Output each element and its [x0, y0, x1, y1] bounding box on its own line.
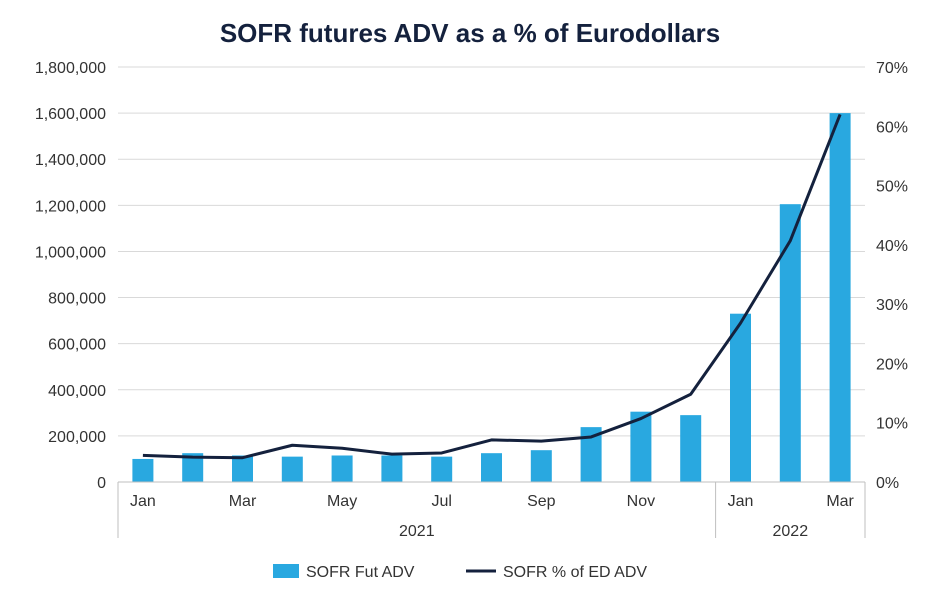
x-tick-label: Jul — [431, 493, 451, 510]
left-tick-label: 1,800,000 — [35, 60, 106, 77]
x-tick-label: Mar — [229, 493, 257, 510]
bar — [381, 455, 403, 482]
right-axis: 0% 10% 20% 30% 40% 50% 60% 70% — [876, 60, 908, 492]
left-tick-label: 1,000,000 — [35, 244, 106, 261]
chart-title: SOFR futures ADV as a % of Eurodollars — [220, 18, 720, 48]
left-tick-label: 600,000 — [48, 337, 106, 354]
right-tick-label: 40% — [876, 238, 908, 255]
bar — [730, 313, 751, 482]
right-tick-label: 50% — [876, 179, 908, 196]
year-label: 2021 — [399, 523, 435, 540]
year-label: 2022 — [773, 523, 809, 540]
line-series — [142, 113, 842, 460]
left-tick-label: 200,000 — [48, 429, 106, 446]
bar — [630, 411, 652, 482]
left-tick-label: 1,400,000 — [35, 152, 106, 169]
bar — [530, 450, 552, 482]
right-tick-label: 70% — [876, 60, 908, 77]
bar — [331, 455, 353, 482]
bar — [680, 415, 702, 482]
bar — [580, 427, 602, 482]
x-tick-label: Jan — [728, 493, 754, 510]
gridlines — [118, 66, 865, 437]
left-tick-label: 400,000 — [48, 383, 106, 400]
right-tick-label: 10% — [876, 416, 908, 433]
x-tick-label: Nov — [627, 493, 655, 510]
bar-series — [132, 113, 851, 483]
bar — [132, 458, 154, 482]
bar — [779, 204, 801, 483]
bar — [431, 456, 453, 482]
legend-label-line: SOFR % of ED ADV — [503, 564, 647, 581]
left-tick-label: 1,600,000 — [35, 106, 106, 123]
x-tick-label: Jan — [130, 493, 156, 510]
left-tick-label: 1,200,000 — [35, 198, 106, 215]
right-tick-label: 60% — [876, 119, 908, 136]
left-tick-label: 800,000 — [48, 291, 106, 308]
bar — [281, 456, 303, 482]
x-axis: Jan Mar May Jul Sep Nov Jan Mar 2021 2022 — [117, 481, 866, 540]
bar — [829, 113, 851, 482]
right-tick-label: 20% — [876, 356, 908, 373]
left-axis: 0 200,000 400,000 600,000 800,000 1,000,000 1,… — [35, 60, 106, 492]
x-tick-label: Mar — [826, 493, 854, 510]
legend-label-bar: SOFR Fut ADV — [306, 564, 415, 581]
bar — [481, 453, 502, 482]
legend: SOFR Fut ADV SOFR % of ED ADV — [273, 564, 647, 581]
series-line — [142, 113, 842, 460]
right-tick-label: 30% — [876, 297, 908, 314]
x-tick-label: May — [327, 493, 357, 510]
legend-swatch-bar — [273, 564, 299, 578]
bar — [232, 455, 253, 482]
bar — [182, 453, 204, 482]
left-tick-label: 0 — [97, 475, 106, 492]
right-tick-label: 0% — [876, 475, 899, 492]
x-tick-label: Sep — [527, 493, 556, 510]
